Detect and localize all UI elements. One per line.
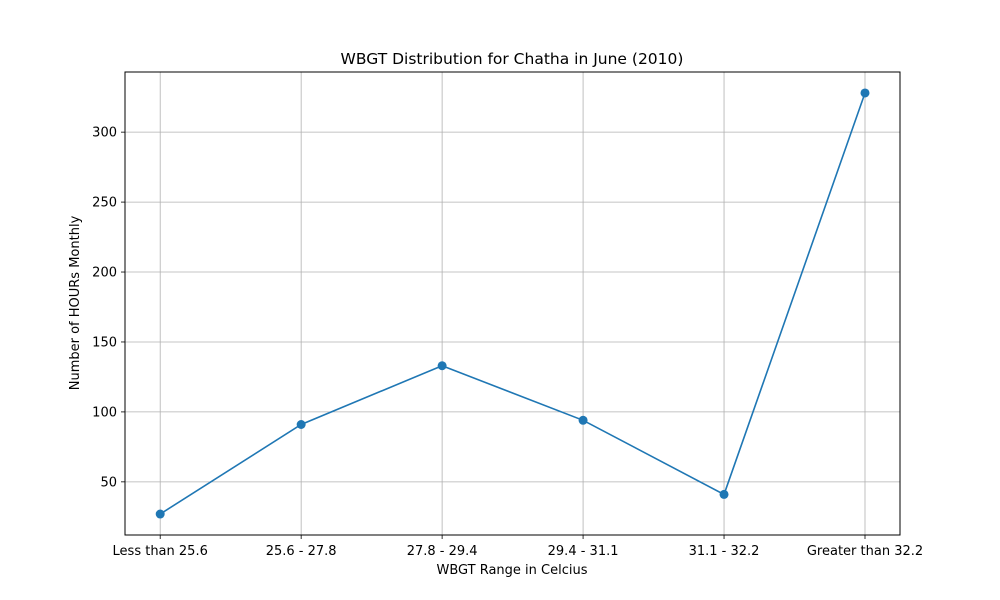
data-point: [860, 88, 870, 98]
series-line: [159, 92, 866, 515]
plot-frame: [124, 71, 901, 536]
data-point: [296, 419, 306, 429]
chart-title: WBGT Distribution for Chatha in June (20…: [341, 50, 684, 68]
x-tick-label: 29.4 - 31.1: [548, 544, 619, 559]
y-tick-label: 300: [92, 126, 117, 141]
data-point: [578, 415, 588, 425]
y-tick-label: 250: [92, 196, 117, 211]
series-group: [155, 88, 870, 519]
x-tick-label: Greater than 32.2: [807, 544, 923, 559]
y-axis: 50 100 150 200 250 300: [92, 126, 125, 490]
y-axis-label: Number of HOURs Monthly: [68, 215, 83, 390]
grid: [125, 72, 900, 535]
x-tick-label: 25.6 - 27.8: [266, 544, 337, 559]
x-axis: Less than 25.6 25.6 - 27.8 27.8 - 29.4 29.4…: [113, 535, 923, 559]
x-tick-label: 31.1 - 32.2: [689, 544, 760, 559]
data-point: [719, 489, 729, 499]
y-tick-label: 200: [92, 266, 117, 281]
y-tick-label: 150: [92, 335, 117, 350]
x-tick-label: 27.8 - 29.4: [407, 544, 478, 559]
data-point: [437, 361, 447, 371]
data-point: [155, 509, 165, 519]
y-tick-label: 100: [92, 405, 117, 420]
x-tick-label: Less than 25.6: [113, 544, 208, 559]
x-axis-label: WBGT Range in Celcius: [436, 563, 587, 578]
y-tick-label: 50: [100, 475, 117, 490]
